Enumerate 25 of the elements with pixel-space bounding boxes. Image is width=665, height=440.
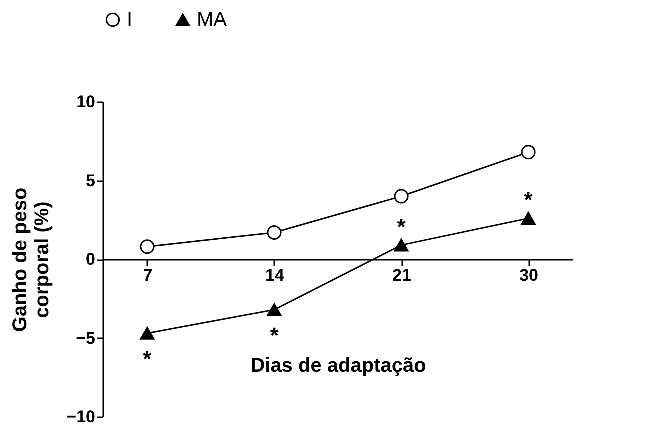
legend-label: MA bbox=[197, 9, 228, 31]
y-tick-label: 5 bbox=[86, 171, 96, 190]
point bbox=[140, 240, 155, 254]
point bbox=[267, 225, 282, 240]
x-tick-label: 21 bbox=[392, 266, 412, 285]
annotation: * bbox=[524, 188, 534, 213]
point bbox=[267, 304, 282, 316]
x-axis-title: Dias de adaptação bbox=[250, 355, 426, 377]
x-tick-label: 14 bbox=[266, 266, 285, 285]
annotation: * bbox=[143, 346, 152, 372]
annotation: * bbox=[270, 322, 280, 348]
legend-label: I bbox=[127, 9, 133, 31]
y-tick-label: −10 bbox=[66, 408, 96, 426]
point bbox=[394, 189, 409, 204]
annotation: * bbox=[397, 214, 406, 240]
point bbox=[521, 212, 536, 225]
point bbox=[394, 238, 409, 252]
y-axis-title: Ganho de peso corporal (%) bbox=[10, 188, 54, 332]
point bbox=[521, 145, 536, 160]
x-tick-label: 7 bbox=[143, 266, 153, 285]
y-tick-label: 0 bbox=[86, 250, 96, 269]
y-tick-label: −5 bbox=[76, 328, 96, 348]
y-tick-label: 10 bbox=[76, 92, 96, 112]
x-tick-label: 30 bbox=[520, 266, 538, 285]
point bbox=[140, 327, 155, 340]
